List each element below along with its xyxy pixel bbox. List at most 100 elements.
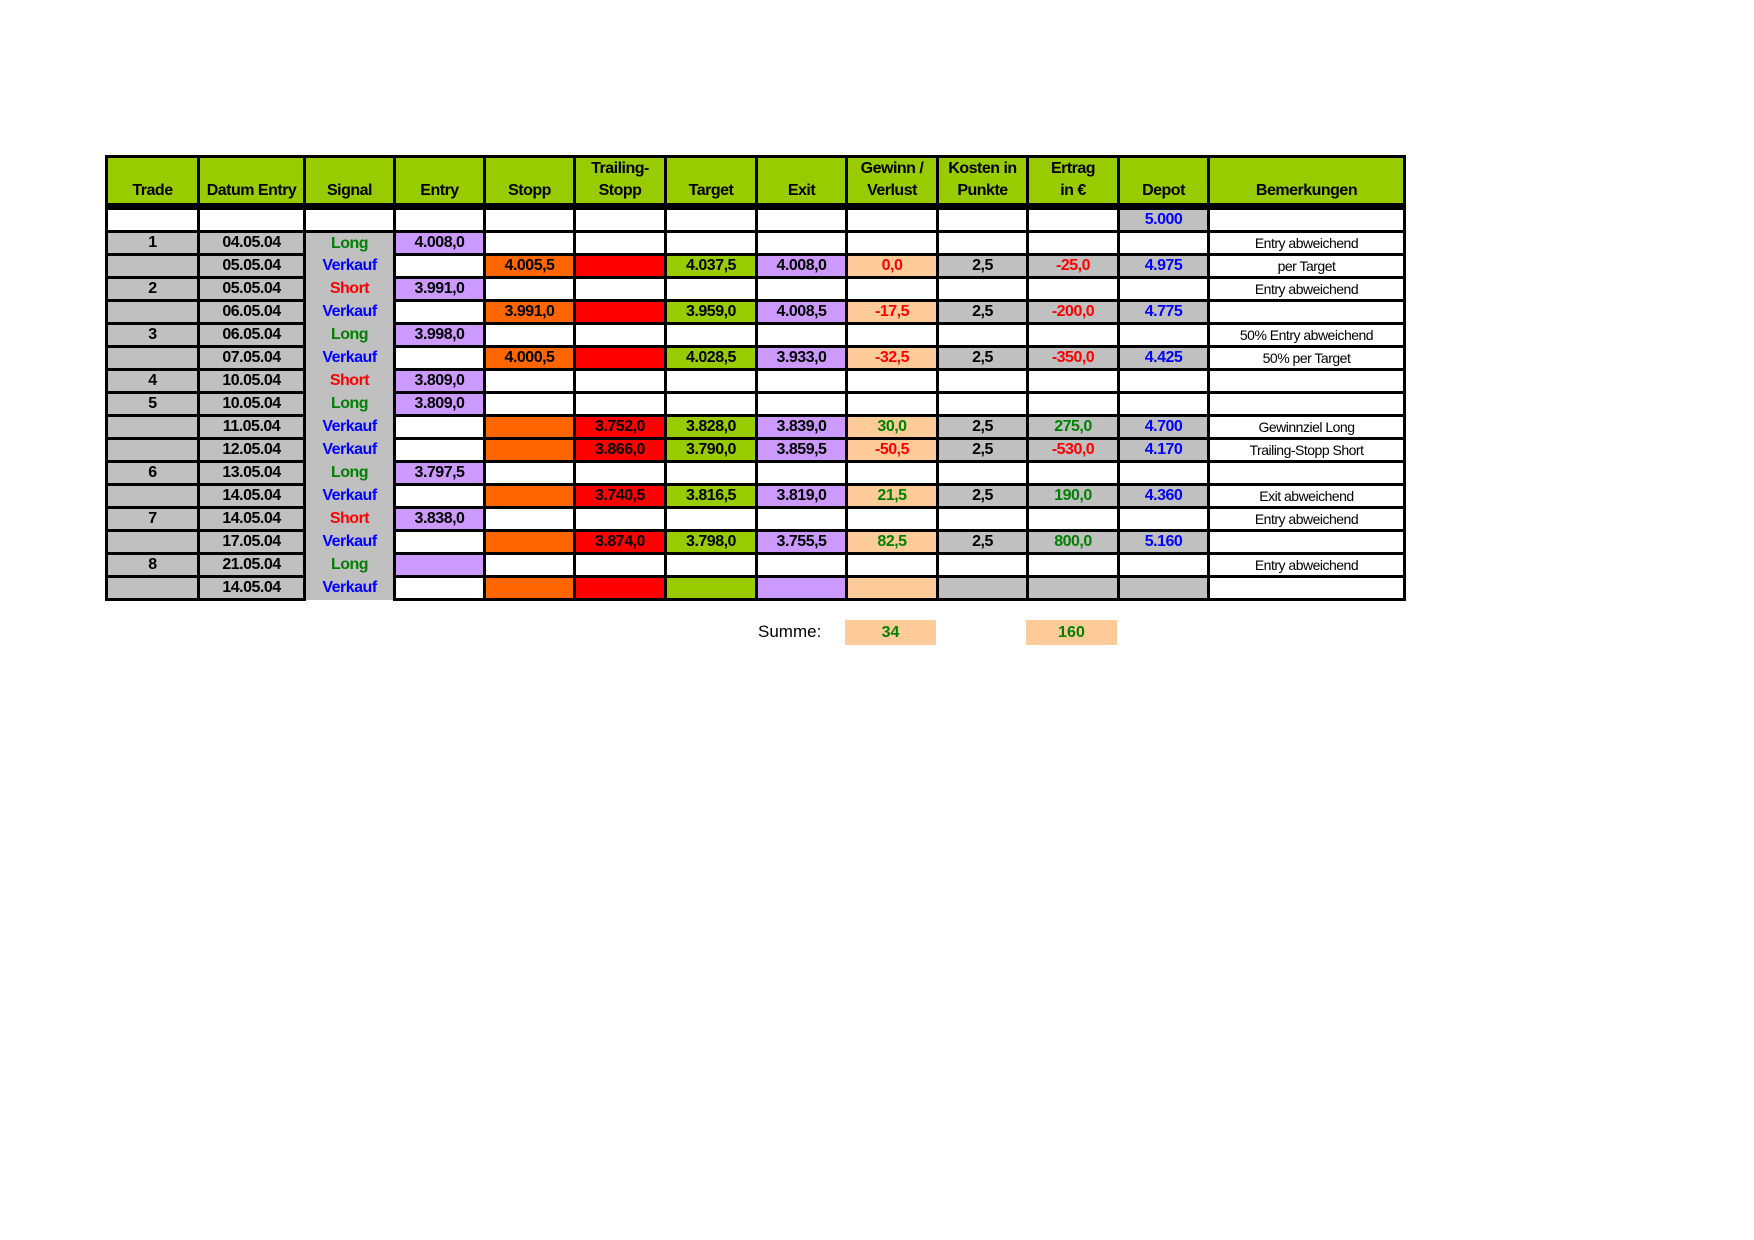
cell-date[interactable]: 10.05.04 xyxy=(197,368,306,394)
cell-depot[interactable]: 4.775 xyxy=(1117,299,1210,325)
cell-kosten[interactable]: 2,5 xyxy=(936,437,1029,463)
cell-kosten[interactable]: 2,5 xyxy=(936,253,1029,279)
cell-signal[interactable] xyxy=(303,205,396,233)
cell-target[interactable] xyxy=(664,460,758,486)
cell-gv[interactable] xyxy=(845,276,939,302)
cell-depot[interactable]: 4.425 xyxy=(1117,345,1210,371)
cell-signal[interactable]: Verkauf xyxy=(303,484,396,508)
cell-entry[interactable] xyxy=(393,205,486,233)
cell-date[interactable]: 10.05.04 xyxy=(197,391,306,417)
cell-bem[interactable]: Gewinnziel Long xyxy=(1207,414,1406,440)
cell-trailing[interactable] xyxy=(573,322,667,348)
cell-trailing[interactable] xyxy=(573,253,667,279)
cell-exit[interactable]: 4.008,0 xyxy=(755,253,848,279)
cell-ertrag[interactable]: -200,0 xyxy=(1026,299,1120,325)
cell-signal[interactable]: Verkauf xyxy=(303,254,396,278)
cell-gv[interactable]: -50,5 xyxy=(845,437,939,463)
cell-depot[interactable] xyxy=(1117,230,1210,256)
cell-ertrag[interactable] xyxy=(1026,391,1120,417)
cell-ertrag[interactable] xyxy=(1026,322,1120,348)
cell-trailing[interactable]: 3.752,0 xyxy=(573,414,667,440)
cell-entry[interactable] xyxy=(393,575,486,601)
cell-entry[interactable]: 3.809,0 xyxy=(393,368,486,394)
cell-exit[interactable]: 3.933,0 xyxy=(755,345,848,371)
cell-exit[interactable] xyxy=(755,205,848,233)
cell-bem[interactable]: 50% Entry abweichend xyxy=(1207,322,1406,348)
cell-depot[interactable] xyxy=(1117,575,1210,601)
cell-ertrag[interactable] xyxy=(1026,368,1120,394)
cell-trailing[interactable] xyxy=(573,205,667,233)
cell-stopp[interactable] xyxy=(483,230,576,256)
cell-trailing[interactable] xyxy=(573,460,667,486)
cell-trailing[interactable] xyxy=(573,575,667,601)
cell-target[interactable] xyxy=(664,575,758,601)
cell-gv[interactable]: 21,5 xyxy=(845,483,939,509)
cell-stopp[interactable] xyxy=(483,437,576,463)
cell-stopp[interactable] xyxy=(483,391,576,417)
cell-entry[interactable] xyxy=(393,552,486,578)
cell-depot[interactable] xyxy=(1117,506,1210,532)
cell-trailing[interactable]: 3.866,0 xyxy=(573,437,667,463)
cell-date[interactable]: 05.05.04 xyxy=(197,276,306,302)
cell-kosten[interactable]: 2,5 xyxy=(936,345,1029,371)
cell-ertrag[interactable] xyxy=(1026,575,1120,601)
cell-gv[interactable] xyxy=(845,322,939,348)
cell-entry[interactable]: 4.008,0 xyxy=(393,230,486,256)
cell-trade[interactable]: 5 xyxy=(105,391,200,417)
cell-gv[interactable] xyxy=(845,552,939,578)
cell-bem[interactable]: Trailing-Stopp Short xyxy=(1207,437,1406,463)
cell-bem[interactable] xyxy=(1207,299,1406,325)
cell-gv[interactable] xyxy=(845,460,939,486)
cell-trade[interactable] xyxy=(105,529,200,555)
cell-signal[interactable]: Long xyxy=(303,553,396,577)
cell-trailing[interactable]: 3.740,5 xyxy=(573,483,667,509)
cell-depot[interactable]: 5.160 xyxy=(1117,529,1210,555)
cell-gv[interactable] xyxy=(845,391,939,417)
cell-trailing[interactable] xyxy=(573,391,667,417)
cell-entry[interactable] xyxy=(393,483,486,509)
cell-depot[interactable]: 4.360 xyxy=(1117,483,1210,509)
cell-depot[interactable]: 4.170 xyxy=(1117,437,1210,463)
cell-date[interactable]: 04.05.04 xyxy=(197,230,306,256)
cell-depot[interactable]: 4.700 xyxy=(1117,414,1210,440)
cell-kosten[interactable]: 2,5 xyxy=(936,483,1029,509)
cell-bem[interactable] xyxy=(1207,368,1406,394)
cell-gv[interactable] xyxy=(845,230,939,256)
cell-date[interactable]: 07.05.04 xyxy=(197,345,306,371)
cell-gv[interactable]: 30,0 xyxy=(845,414,939,440)
cell-kosten[interactable]: 2,5 xyxy=(936,414,1029,440)
cell-kosten[interactable] xyxy=(936,322,1029,348)
cell-target[interactable] xyxy=(664,552,758,578)
cell-exit[interactable]: 4.008,5 xyxy=(755,299,848,325)
cell-date[interactable]: 13.05.04 xyxy=(197,460,306,486)
cell-signal[interactable]: Short xyxy=(303,507,396,531)
cell-date[interactable]: 05.05.04 xyxy=(197,253,306,279)
cell-target[interactable] xyxy=(664,368,758,394)
cell-target[interactable]: 4.028,5 xyxy=(664,345,758,371)
cell-signal[interactable]: Long xyxy=(303,231,396,255)
cell-date[interactable]: 06.05.04 xyxy=(197,322,306,348)
cell-exit[interactable] xyxy=(755,460,848,486)
cell-trailing[interactable] xyxy=(573,368,667,394)
cell-ertrag[interactable] xyxy=(1026,276,1120,302)
cell-kosten[interactable] xyxy=(936,368,1029,394)
cell-stopp[interactable] xyxy=(483,322,576,348)
cell-signal[interactable]: Verkauf xyxy=(303,415,396,439)
cell-bem[interactable] xyxy=(1207,205,1406,233)
cell-entry[interactable]: 3.838,0 xyxy=(393,506,486,532)
cell-stopp[interactable] xyxy=(483,368,576,394)
cell-entry[interactable]: 3.991,0 xyxy=(393,276,486,302)
cell-trailing[interactable] xyxy=(573,506,667,532)
cell-gv[interactable]: 0,0 xyxy=(845,253,939,279)
cell-bem[interactable]: Entry abweichend xyxy=(1207,506,1406,532)
cell-exit[interactable]: 3.755,5 xyxy=(755,529,848,555)
cell-stopp[interactable] xyxy=(483,414,576,440)
cell-depot[interactable] xyxy=(1117,322,1210,348)
cell-gv[interactable] xyxy=(845,506,939,532)
cell-depot[interactable] xyxy=(1117,552,1210,578)
cell-gv[interactable]: 82,5 xyxy=(845,529,939,555)
cell-ertrag[interactable]: 190,0 xyxy=(1026,483,1120,509)
cell-entry[interactable] xyxy=(393,437,486,463)
cell-bem[interactable]: Entry abweichend xyxy=(1207,552,1406,578)
cell-trade[interactable]: 8 xyxy=(105,552,200,578)
